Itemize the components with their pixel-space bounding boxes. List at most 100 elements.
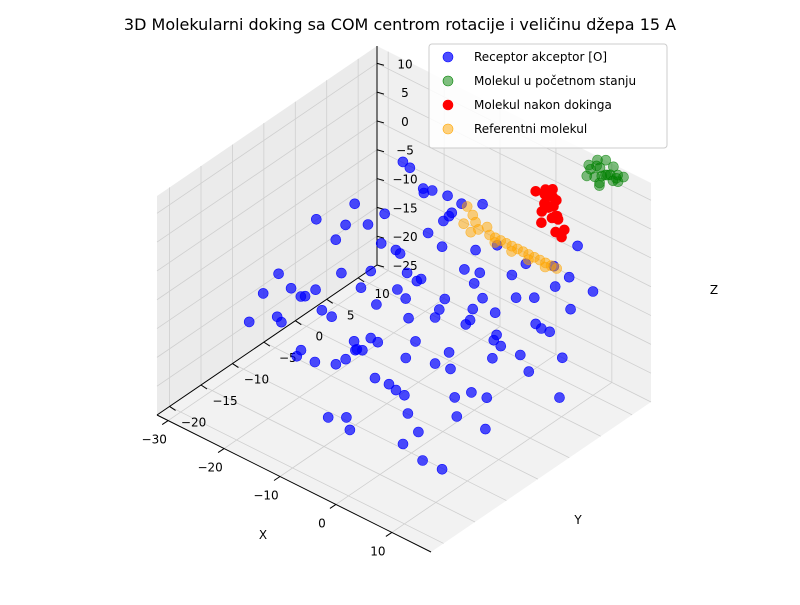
data-point xyxy=(477,198,488,210)
data-point xyxy=(536,217,547,228)
data-point xyxy=(402,408,414,419)
data-point xyxy=(436,241,448,252)
data-point xyxy=(530,186,542,197)
data-point xyxy=(371,299,382,310)
data-point xyxy=(477,292,488,304)
data-point xyxy=(422,227,434,239)
floor-pane xyxy=(157,265,651,552)
legend-marker xyxy=(442,51,454,63)
data-point xyxy=(510,292,522,304)
y-tick-label: −15 xyxy=(212,394,237,408)
data-point xyxy=(474,267,486,279)
legend-box xyxy=(428,43,668,149)
y-tick-mark xyxy=(326,298,333,304)
data-point xyxy=(449,392,461,403)
data-point xyxy=(392,284,403,295)
data-point xyxy=(438,215,449,227)
data-point xyxy=(539,261,551,273)
data-point xyxy=(445,363,456,375)
data-point xyxy=(383,378,395,390)
data-point xyxy=(470,244,481,256)
x-tick-label: −10 xyxy=(253,489,278,503)
data-point xyxy=(310,214,322,225)
data-point xyxy=(351,343,363,355)
data-point xyxy=(372,336,384,348)
data-point xyxy=(506,246,517,257)
z-tick-label: −20 xyxy=(392,230,417,244)
data-point xyxy=(600,154,612,166)
y-tick-label: −20 xyxy=(181,415,206,429)
x-tick-mark xyxy=(217,448,225,453)
data-point xyxy=(417,183,429,194)
data-point xyxy=(446,207,458,219)
x-tick-mark xyxy=(161,420,169,426)
tick-labels: −30−20−10010−20−15−10−50510−25−20−15−10−… xyxy=(142,57,418,558)
data-point xyxy=(481,392,493,404)
z-tick-mark xyxy=(376,264,385,268)
z-tick-mark xyxy=(376,149,385,153)
data-point xyxy=(565,303,576,315)
data-point xyxy=(322,412,334,423)
x-tick-label: −20 xyxy=(197,461,222,475)
y-tick-mark xyxy=(295,320,302,326)
data-point xyxy=(330,358,342,370)
y-tick-label: 0 xyxy=(315,330,323,344)
data-point xyxy=(379,208,391,220)
data-point xyxy=(276,316,287,328)
data-point xyxy=(480,423,491,435)
data-point xyxy=(563,271,575,283)
data-point xyxy=(523,254,534,266)
z-tick-mark xyxy=(376,120,385,124)
z-tick-label: −10 xyxy=(392,173,417,187)
data-point xyxy=(429,312,441,323)
x-tick-mark xyxy=(273,476,281,481)
data-point xyxy=(410,336,421,347)
z-tick-mark xyxy=(376,91,385,95)
x-axis-label: X xyxy=(259,528,267,542)
data-point xyxy=(316,304,328,316)
y-tick-mark xyxy=(232,363,239,368)
z-tick-mark xyxy=(376,178,385,182)
y-axis-line xyxy=(156,264,378,416)
data-point xyxy=(535,323,547,334)
data-point xyxy=(514,349,526,361)
data-point xyxy=(556,352,568,364)
data-point xyxy=(344,424,356,436)
y-tick-label: −10 xyxy=(244,373,269,387)
legend-marker xyxy=(442,99,454,111)
z-axis-label: Z xyxy=(710,283,718,297)
data-point xyxy=(397,438,409,450)
data-point xyxy=(442,190,453,202)
z-tick-label: −15 xyxy=(392,201,417,215)
data-point xyxy=(481,221,493,233)
data-point xyxy=(551,263,563,274)
data-point xyxy=(401,267,413,279)
y-tick-label: 5 xyxy=(347,308,355,322)
data-point xyxy=(487,352,498,364)
data-point xyxy=(523,366,535,377)
data-point xyxy=(309,356,321,368)
x-tick-label: 10 xyxy=(370,544,385,558)
data-point xyxy=(417,455,428,466)
data-point xyxy=(459,264,470,275)
data-point xyxy=(341,412,352,423)
data-point xyxy=(310,284,321,296)
axis-lines xyxy=(156,46,432,553)
z-tick-mark xyxy=(376,235,385,239)
data-point xyxy=(618,171,629,183)
data-point xyxy=(458,218,470,229)
data-point xyxy=(506,269,518,281)
legend-marker xyxy=(442,75,454,87)
data-point xyxy=(400,352,412,364)
data-point xyxy=(604,169,616,181)
data-point xyxy=(404,162,416,174)
data-point xyxy=(285,282,297,294)
data-point xyxy=(375,238,387,249)
data-point xyxy=(468,278,480,289)
data-point xyxy=(295,344,307,356)
z-tick-label: −5 xyxy=(396,144,414,158)
data-point xyxy=(439,293,451,305)
data-point xyxy=(330,234,342,245)
data-point xyxy=(365,265,377,277)
y-tick-mark xyxy=(169,406,176,411)
